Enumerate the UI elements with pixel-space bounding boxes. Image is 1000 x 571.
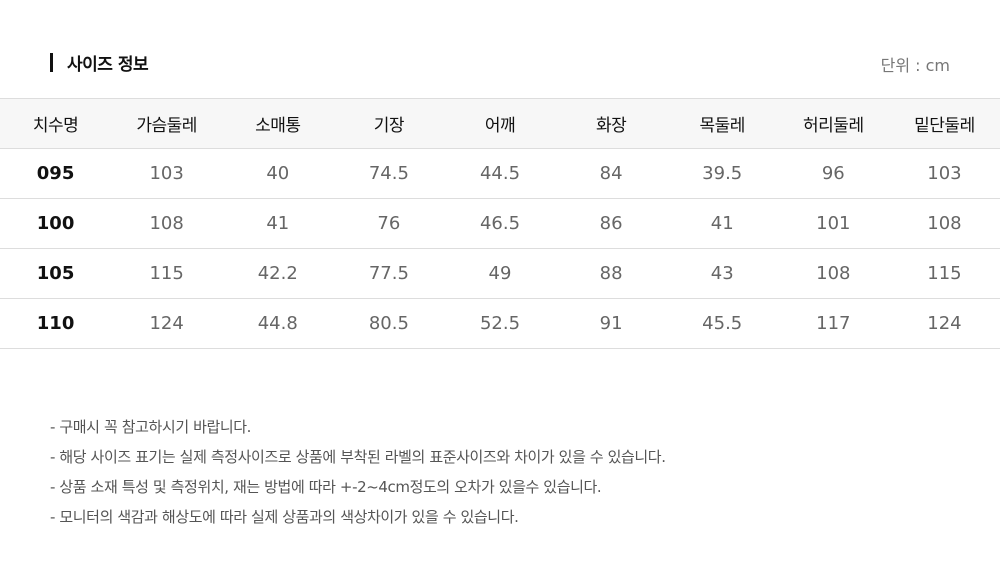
measurement-cell: 77.5	[333, 248, 445, 299]
size-name-cell: 110	[0, 298, 112, 349]
measurement-cell: 49	[444, 248, 556, 299]
note-item: - 해당 사이즈 표기는 실제 측정사이즈로 상품에 부착된 라벨의 표준사이즈…	[50, 448, 666, 466]
measurement-cell: 96	[777, 148, 889, 199]
measurement-cell: 43	[666, 248, 778, 299]
measurement-cell: 39.5	[666, 148, 778, 199]
notes-list: - 구매시 꼭 참고하시기 바랍니다. - 해당 사이즈 표기는 실제 측정사이…	[50, 412, 666, 532]
column-header: 소매통	[222, 98, 334, 149]
measurement-cell: 40	[222, 148, 334, 199]
table-body: 095 103 40 74.5 44.5 84 39.5 96 103 100 108 41 76 46.…	[0, 148, 1000, 349]
measurement-cell: 117	[777, 298, 889, 349]
measurement-cell: 52.5	[444, 298, 556, 349]
size-name-cell: 095	[0, 148, 112, 199]
measurement-cell: 41	[222, 198, 334, 249]
measurement-cell: 108	[777, 248, 889, 299]
measurement-cell: 41	[666, 198, 778, 249]
measurement-cell: 91	[555, 298, 667, 349]
column-header: 허리둘레	[777, 98, 889, 149]
table-row: 110 124 44.8 80.5 52.5 91 45.5 117 124	[0, 298, 1000, 349]
measurement-cell: 88	[555, 248, 667, 299]
size-table: 치수명 가슴둘레 소매통 기장 어깨 화장 목둘레 허리둘레 밑단둘레 095 103 40 74.5…	[0, 98, 1000, 349]
section-title: 사이즈 정보	[67, 55, 149, 75]
table-row: 095 103 40 74.5 44.5 84 39.5 96 103	[0, 148, 1000, 199]
note-item: - 상품 소재 특성 및 측정위치, 재는 방법에 따라 +-2~4cm정도의 …	[50, 478, 602, 496]
measurement-cell: 108	[111, 198, 223, 249]
table-row: 100 108 41 76 46.5 86 41 101 108	[0, 198, 1000, 249]
column-header: 기장	[333, 98, 445, 149]
column-header: 목둘레	[666, 98, 778, 149]
table-row: 105 115 42.2 77.5 49 88 43 108 115	[0, 248, 1000, 299]
column-header: 화장	[555, 98, 667, 149]
note-item: - 구매시 꼭 참고하시기 바랍니다.	[50, 418, 252, 436]
column-header: 치수명	[0, 98, 112, 149]
column-header: 어깨	[444, 98, 556, 149]
section-header: 사이즈 정보	[50, 50, 149, 75]
measurement-cell: 108	[888, 198, 1000, 249]
unit-label: 단위 : cm	[880, 56, 950, 75]
note-item: - 모니터의 색감과 해상도에 따라 실제 상품과의 색상차이가 있을 수 있습…	[50, 508, 519, 526]
title-accent-bar	[50, 53, 53, 72]
measurement-cell: 115	[111, 248, 223, 299]
table-header-row: 치수명 가슴둘레 소매통 기장 어깨 화장 목둘레 허리둘레 밑단둘레	[0, 98, 1000, 149]
measurement-cell: 44.5	[444, 148, 556, 199]
measurement-cell: 76	[333, 198, 445, 249]
measurement-cell: 84	[555, 148, 667, 199]
measurement-cell: 101	[777, 198, 889, 249]
measurement-cell: 86	[555, 198, 667, 249]
column-header: 밑단둘레	[888, 98, 1000, 149]
measurement-cell: 74.5	[333, 148, 445, 199]
measurement-cell: 42.2	[222, 248, 334, 299]
size-name-cell: 100	[0, 198, 112, 249]
measurement-cell: 124	[111, 298, 223, 349]
measurement-cell: 103	[888, 148, 1000, 199]
measurement-cell: 44.8	[222, 298, 334, 349]
size-name-cell: 105	[0, 248, 112, 299]
measurement-cell: 115	[888, 248, 1000, 299]
measurement-cell: 103	[111, 148, 223, 199]
measurement-cell: 45.5	[666, 298, 778, 349]
measurement-cell: 80.5	[333, 298, 445, 349]
measurement-cell: 46.5	[444, 198, 556, 249]
measurement-cell: 124	[888, 298, 1000, 349]
column-header: 가슴둘레	[111, 98, 223, 149]
